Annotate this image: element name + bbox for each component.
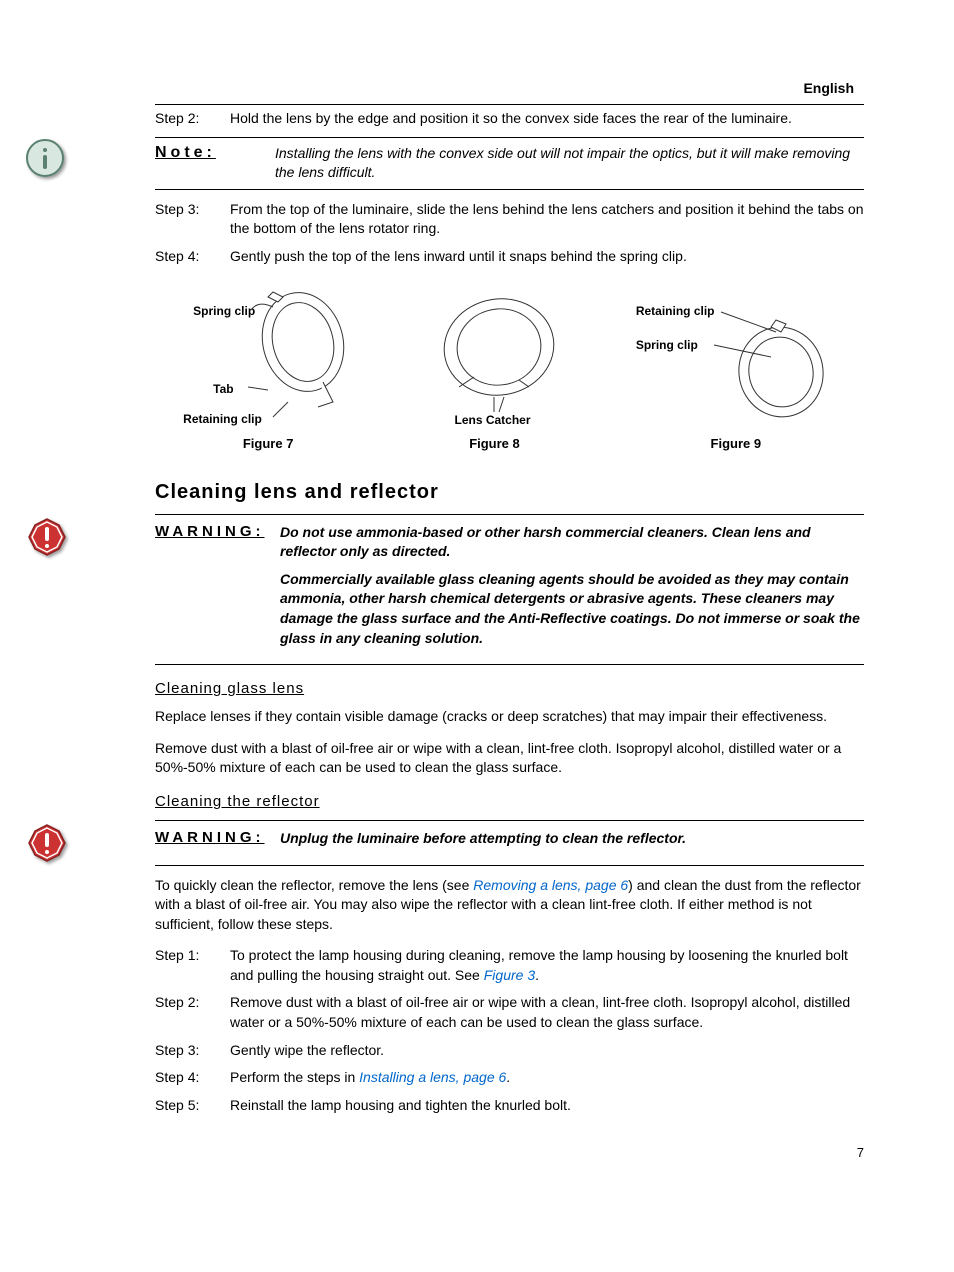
main-content: Step 2: Hold the lens by the edge and po… [155,104,864,1115]
step-label: Step 4: [155,247,230,267]
step-text: Reinstall the lamp housing and tighten t… [230,1096,864,1116]
warning-label: WARNING: [155,523,280,657]
figure-caption: Figure 7 [243,436,294,451]
figure-caption: Figure 8 [469,436,520,451]
step-label: Step 1: [155,946,230,985]
step-label: Step 3: [155,1041,230,1061]
step-row: Step 3: From the top of the luminaire, s… [155,200,864,239]
step-row: Step 2: Remove dust with a blast of oil-… [155,993,864,1032]
warning-block: WARNING: Unplug the luminaire before att… [155,820,864,866]
language-header: English [50,80,864,96]
step-row: Step 2: Hold the lens by the edge and po… [155,109,864,129]
step-text: From the top of the luminaire, slide the… [230,200,864,239]
warning-label: WARNING: [155,829,280,857]
figure-9: Retaining clip Spring clip Figure 9 [626,282,846,451]
warning-text: Unplug the luminaire before attempting t… [280,829,864,857]
figure-caption: Figure 9 [711,436,762,451]
note-block: Note: Installing the lens with the conve… [155,137,864,190]
warning-text: Do not use ammonia-based or other harsh … [280,523,864,657]
paragraph: Remove dust with a blast of oil-free air… [155,739,864,778]
note-label: Note: [155,144,275,183]
warning-icon [25,515,73,566]
page-number: 7 [50,1145,864,1160]
figures-row: Spring clip Tab Retaining clip Figure 7 [155,282,864,451]
warning-block: WARNING: Do not use ammonia-based or oth… [155,514,864,666]
step-label: Step 2: [155,993,230,1032]
paragraph: Replace lenses if they contain visible d… [155,707,864,727]
step-label: Step 5: [155,1096,230,1116]
step-label: Step 4: [155,1068,230,1088]
info-icon [25,138,69,185]
figure-7: Spring clip Tab Retaining clip Figure 7 [173,282,363,451]
step-text: To protect the lamp housing during clean… [230,946,864,985]
figure-8: Lens Catcher Figure 8 [399,282,589,451]
warning-icon [25,821,73,872]
subsection-heading: Cleaning the reflector [155,793,864,810]
link-figure-3[interactable]: Figure 3 [484,967,535,983]
step-row: Step 1: To protect the lamp housing duri… [155,946,864,985]
paragraph: To quickly clean the reflector, remove t… [155,876,864,935]
step-text: Gently wipe the reflector. [230,1041,864,1061]
subsection-heading: Cleaning glass lens [155,680,864,697]
step-row: Step 5: Reinstall the lamp housing and t… [155,1096,864,1116]
step-row: Step 4: Gently push the top of the lens … [155,247,864,267]
link-removing-lens[interactable]: Removing a lens, page 6 [473,877,628,893]
note-text: Installing the lens with the convex side… [275,144,864,183]
step-text: Remove dust with a blast of oil-free air… [230,993,864,1032]
step-label: Step 2: [155,109,230,129]
link-installing-lens[interactable]: Installing a lens, page 6 [359,1069,506,1085]
step-label: Step 3: [155,200,230,239]
step-text: Gently push the top of the lens inward u… [230,247,864,267]
step-row: Step 4: Perform the steps in Installing … [155,1068,864,1088]
section-heading: Cleaning lens and reflector [155,481,864,504]
step-text: Perform the steps in Installing a lens, … [230,1068,864,1088]
step-row: Step 3: Gently wipe the reflector. [155,1041,864,1061]
step-text: Hold the lens by the edge and position i… [230,109,864,129]
